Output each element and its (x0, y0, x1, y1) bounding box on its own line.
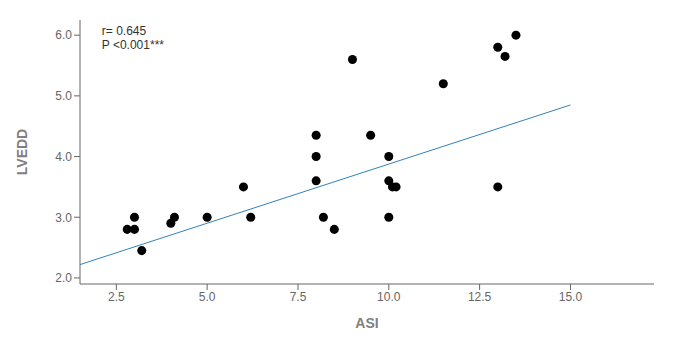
svg-text:LVEDD: LVEDD (14, 129, 30, 175)
svg-text:12.5: 12.5 (468, 290, 492, 304)
svg-text:2.0: 2.0 (55, 271, 72, 285)
svg-text:6.0: 6.0 (55, 28, 72, 42)
svg-text:4.0: 4.0 (55, 150, 72, 164)
svg-text:r= 0.645P <0.001***: r= 0.645P <0.001*** (102, 24, 164, 52)
svg-text:2.5: 2.5 (108, 290, 125, 304)
svg-text:3.0: 3.0 (55, 211, 72, 225)
svg-text:5.0: 5.0 (55, 89, 72, 103)
svg-text:ASI: ASI (355, 315, 378, 331)
svg-text:10.0: 10.0 (377, 290, 401, 304)
svg-text:5.0: 5.0 (199, 290, 216, 304)
svg-text:7.5: 7.5 (290, 290, 307, 304)
svg-text:15.0: 15.0 (559, 290, 583, 304)
